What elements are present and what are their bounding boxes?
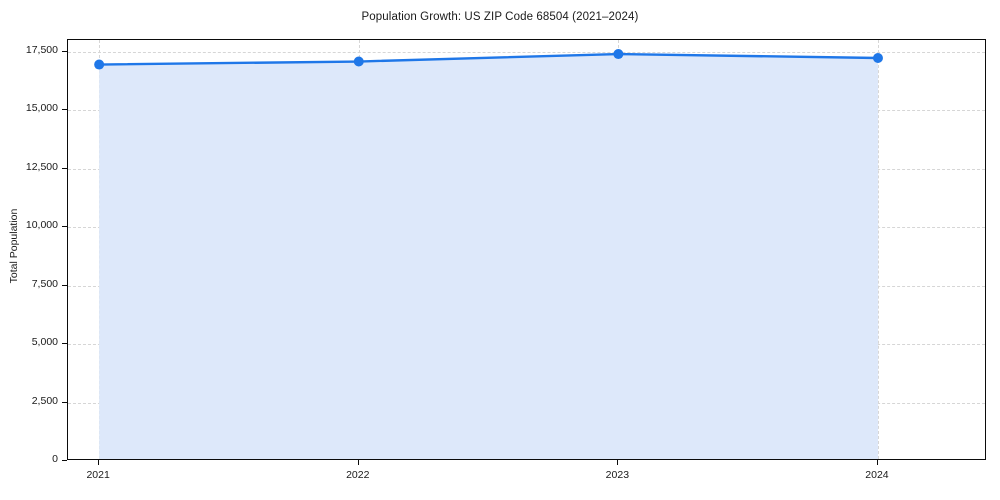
y-axis-tick-label: 15,000: [25, 102, 58, 115]
y-axis-tick: [62, 460, 67, 461]
x-axis-tick: [357, 460, 359, 465]
y-axis-tick-label: 0: [52, 453, 58, 465]
y-axis-label: Total Population: [8, 208, 20, 284]
data-point-marker: [613, 49, 624, 60]
data-layer: [68, 40, 985, 459]
y-axis-tick: [62, 401, 67, 403]
y-axis-tick: [62, 109, 67, 111]
y-axis-tick: [62, 167, 67, 169]
y-axis-tick-label: 5,000: [31, 336, 58, 349]
y-axis-label-container: Total Population: [0, 0, 30, 500]
y-axis-tick-label: 7,500: [31, 277, 58, 290]
chart-title: Population Growth: US ZIP Code 68504 (20…: [361, 11, 639, 23]
y-axis-tick: [62, 50, 67, 52]
y-axis-tick: [62, 343, 67, 345]
y-axis-tick-label: 12,500: [25, 160, 58, 173]
data-point-marker: [94, 59, 105, 70]
data-point-marker: [353, 56, 364, 67]
x-axis-tick-label: 2024: [865, 469, 889, 481]
gridline-horizontal: [68, 51, 985, 53]
y-axis-tick: [62, 226, 67, 228]
x-axis-tick: [617, 460, 619, 465]
y-axis-tick-label: 17,500: [25, 43, 58, 56]
x-axis-tick-label: 2022: [346, 469, 370, 481]
y-axis-tick: [62, 284, 67, 286]
x-axis-tick: [876, 460, 878, 465]
x-axis-tick-label: 2021: [86, 469, 110, 481]
gridline-vertical: [877, 40, 879, 459]
data-point-marker: [872, 53, 883, 64]
y-axis-tick-label: 2,500: [31, 394, 58, 407]
line-path: [97, 52, 880, 66]
population-area-series: [94, 49, 883, 459]
area-fill-path: [99, 54, 878, 459]
y-axis-tick-label: 10,000: [25, 219, 58, 232]
plot-area: [67, 39, 986, 460]
data-point-markers: [94, 49, 883, 70]
x-axis-tick: [98, 460, 100, 465]
x-axis-tick-label: 2023: [605, 469, 630, 481]
